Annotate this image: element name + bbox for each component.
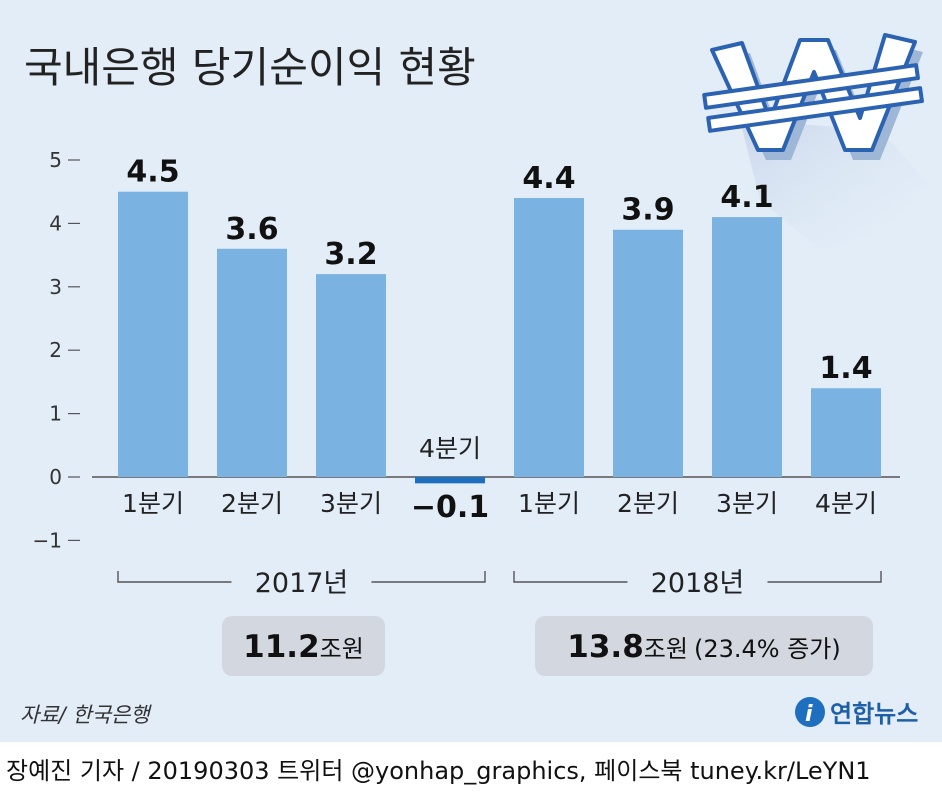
total-box — [222, 616, 385, 676]
bar-negative — [415, 477, 485, 484]
total-unit: 조원 — [320, 635, 364, 663]
logo-text: 연합뉴스 — [830, 700, 918, 728]
data-label: 3.6 — [225, 212, 278, 247]
y-tick-label: 5 — [49, 148, 62, 172]
x-tick-label: 2분기 — [221, 489, 283, 518]
group-bracket-left — [117, 571, 232, 583]
won-sign-icon — [702, 33, 930, 250]
data-label: −0.1 — [411, 490, 489, 525]
x-tick-label: 4분기 — [419, 434, 481, 463]
x-tick-label: 4분기 — [815, 489, 877, 518]
y-tick-label: 3 — [49, 275, 62, 299]
total-text: 11.2조원 — [243, 629, 364, 665]
data-label: 4.5 — [126, 155, 179, 190]
x-tick-label: 3분기 — [716, 489, 778, 518]
bar — [811, 388, 881, 477]
bars-layer — [118, 191, 881, 484]
credit-bar: 장예진 기자 / 20190303 트위터 @yonhap_graphics, … — [0, 742, 942, 794]
total-value: 13.8 — [567, 629, 644, 665]
group-bracket-right — [767, 571, 882, 583]
group-bracket-left — [513, 571, 628, 583]
bar — [712, 217, 782, 477]
source-note: 자료/ 한국은행 — [20, 703, 152, 727]
total-value: 11.2 — [243, 629, 320, 665]
chart-title: 국내은행 당기순이익 현황 — [24, 43, 476, 92]
y-tick-label: 2 — [49, 338, 62, 362]
chart-svg: 국내은행 당기순이익 현황 5 4 3 2 1 0 −1 4.5 1분기 3.6 2분기 3.2 3분… — [20, 33, 930, 728]
x-tick-label: 1분기 — [122, 489, 184, 518]
infographic-panel: 국내은행 당기순이익 현황 5 4 3 2 1 0 −1 4.5 1분기 3.6 2분기 3.2 3분… — [0, 0, 942, 742]
bar — [514, 198, 584, 478]
credit-svg: 장예진 기자 / 20190303 트위터 @yonhap_graphics, … — [6, 757, 871, 785]
y-tick-label: 4 — [49, 211, 62, 235]
total-unit: 조원 — [644, 635, 688, 663]
data-label: 1.4 — [819, 351, 872, 386]
bar — [217, 248, 287, 477]
total-box — [535, 616, 873, 676]
data-label: 3.9 — [621, 193, 674, 228]
y-tick-label: 1 — [49, 402, 62, 426]
y-tick-label: 0 — [49, 465, 62, 489]
logo-icon-mark: i — [805, 702, 813, 727]
logo-icon — [795, 697, 825, 727]
labels-layer: 4.5 1분기 3.6 2분기 3.2 3분기 4분기 −0.1 4.4 1분기 3.9 2분기 4.1… — [122, 155, 877, 525]
credit-line: 장예진 기자 / 20190303 트위터 @yonhap_graphics, … — [6, 757, 871, 785]
y-tick-label: −1 — [33, 528, 62, 552]
bar — [316, 274, 386, 477]
group-label: 2018년 — [651, 568, 745, 599]
x-tick-label: 1분기 — [518, 489, 580, 518]
data-label: 4.4 — [522, 161, 575, 196]
total-text: 13.8조원 (23.4% 증가) — [567, 629, 840, 665]
data-label: 3.2 — [324, 237, 377, 272]
yonhap-logo: i 연합뉴스 — [795, 697, 918, 728]
bar — [118, 191, 188, 477]
x-tick-label: 2분기 — [617, 489, 679, 518]
bar — [613, 229, 683, 477]
group-label: 2017년 — [255, 568, 349, 599]
total-note: (23.4% 증가) — [694, 635, 841, 663]
group-bracket-right — [371, 571, 486, 583]
data-label: 4.1 — [720, 180, 773, 215]
x-tick-label: 3분기 — [320, 489, 382, 518]
